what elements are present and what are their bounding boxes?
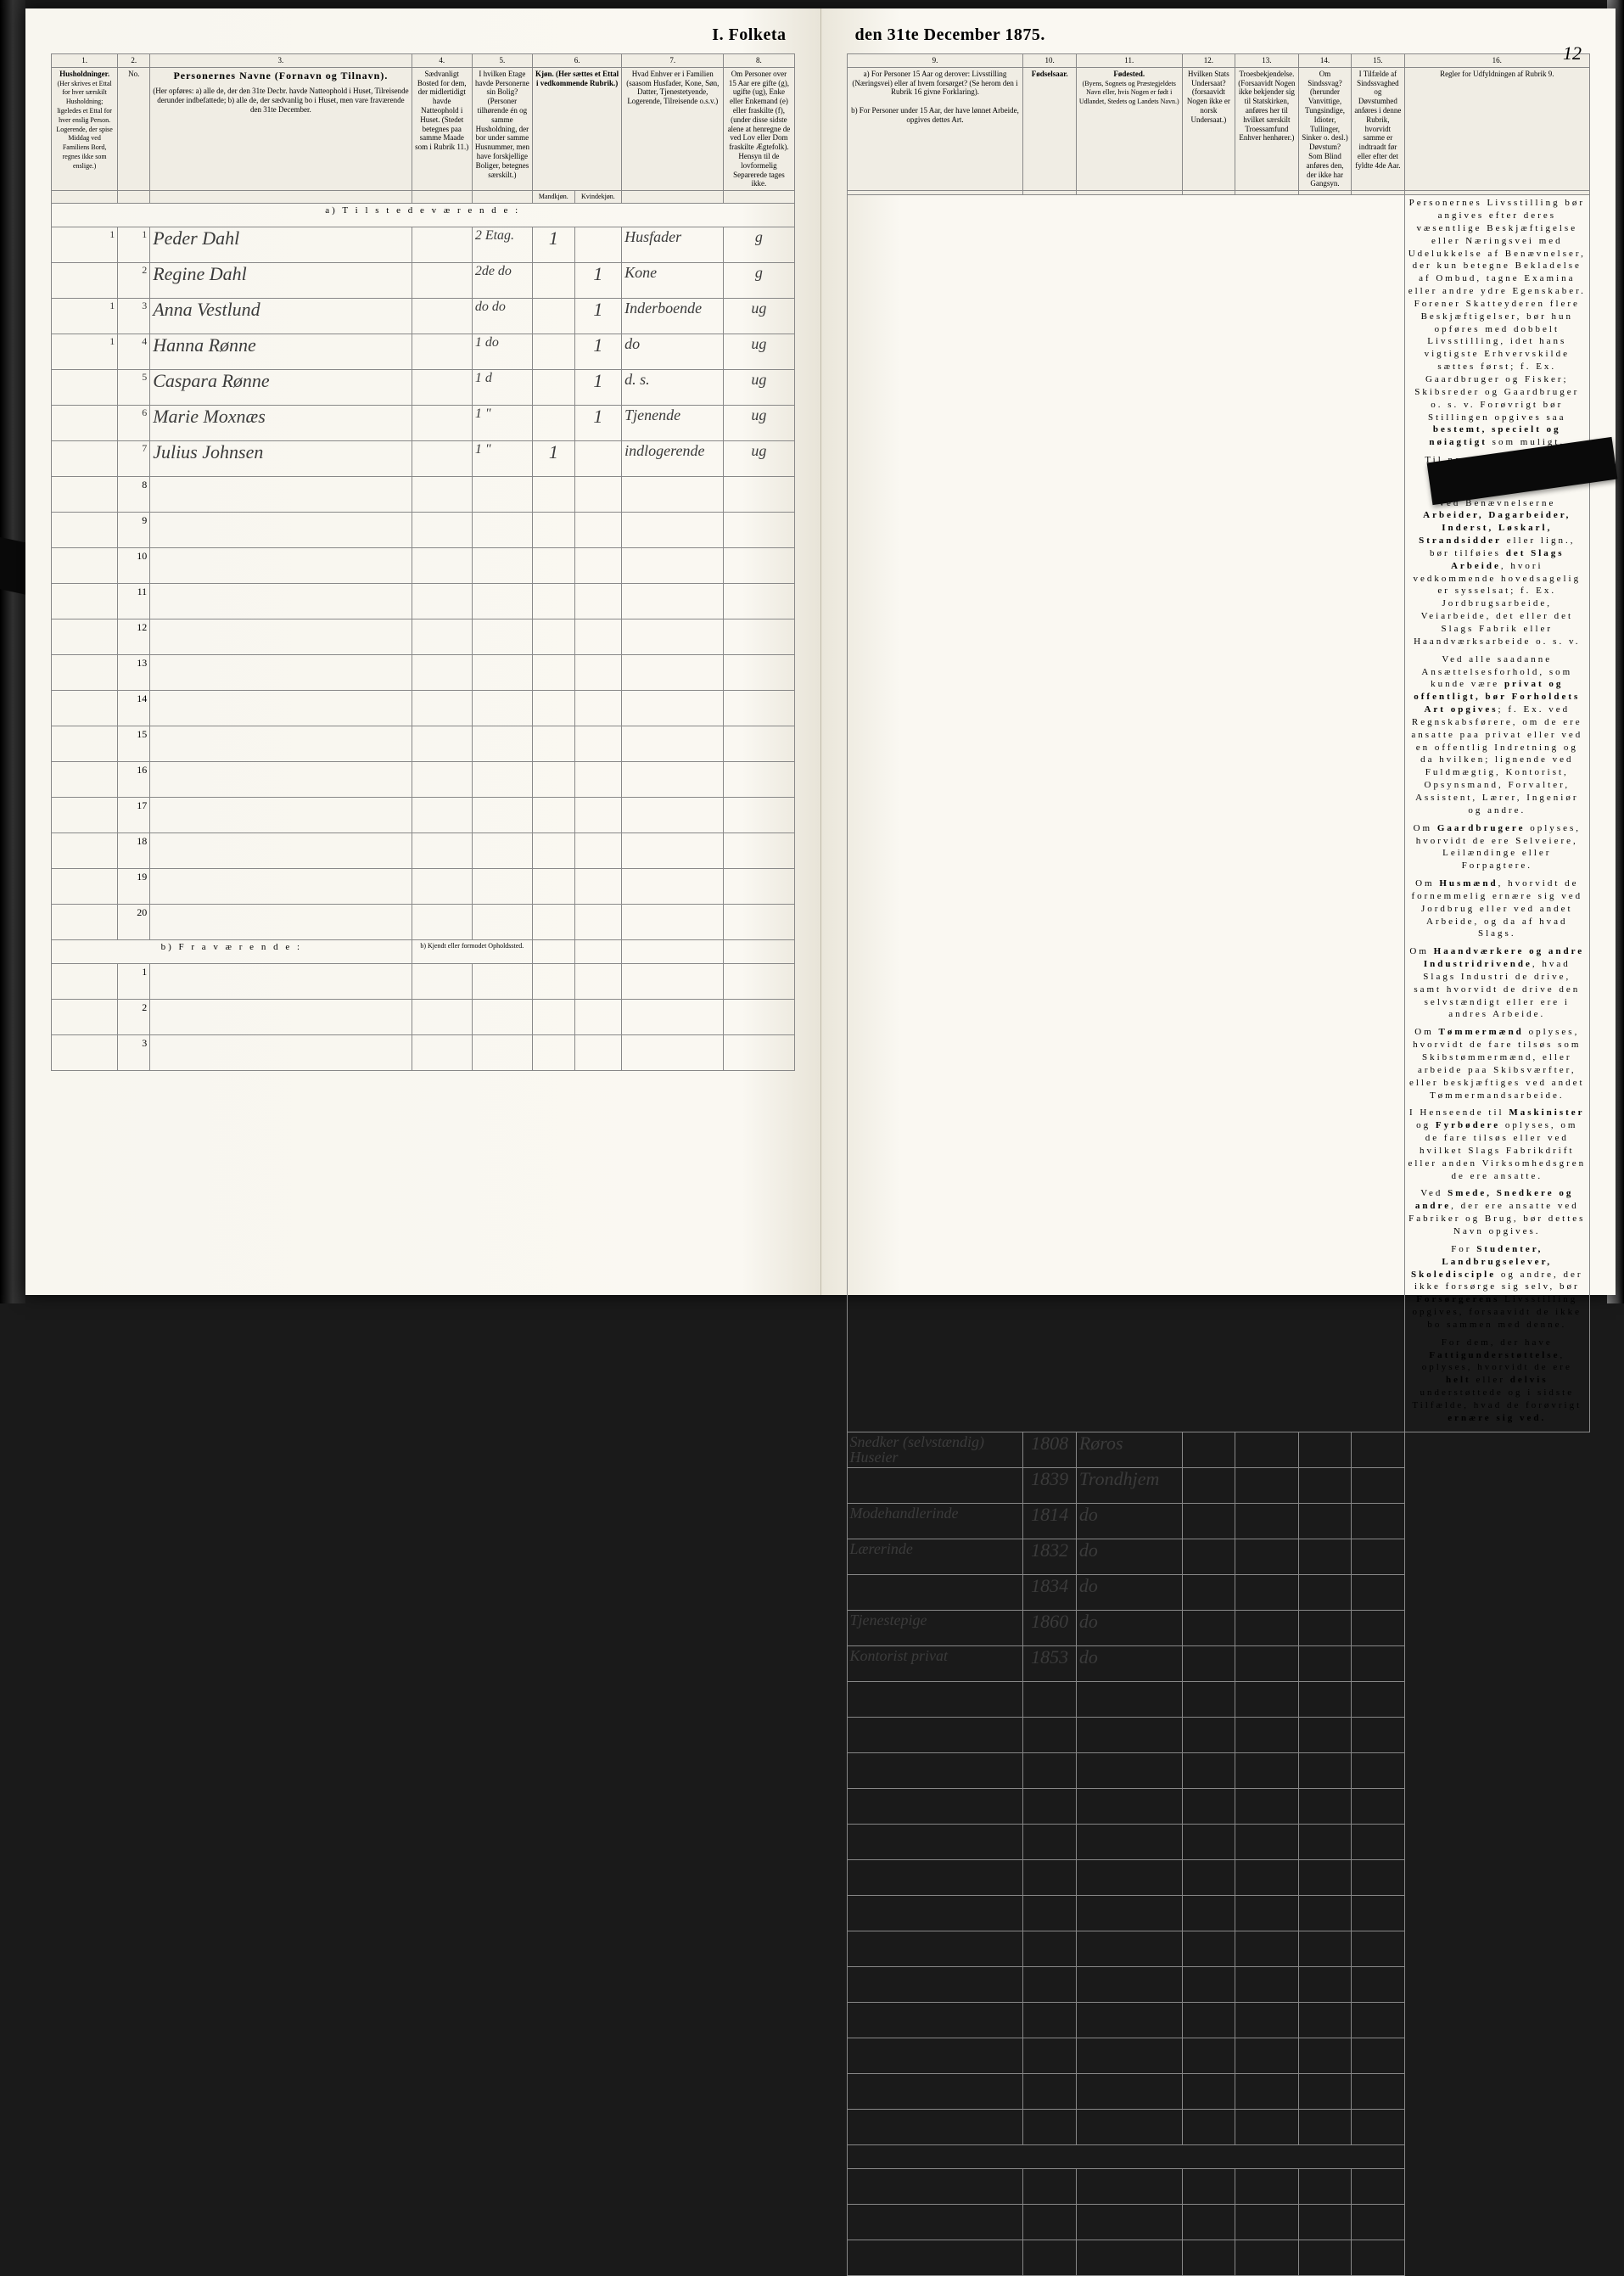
col-8-num: 8.: [724, 54, 794, 68]
table-row: 6Marie Moxnæs1 "1Tjenendeug: [52, 405, 795, 440]
col-6b: Kvindekjøn.: [574, 191, 622, 204]
right-page: den 31te December 1875. 12 9. 10. 11. 12…: [821, 8, 1616, 1295]
ledger-book: I. Folketa 1. 2. 3. 4. 5. 6. 7. 8. Husho…: [25, 8, 1616, 1295]
table-row-blank: [847, 1717, 1590, 1752]
section-present: a) T i l s t e d e v æ r e n d e :: [52, 203, 795, 227]
table-row-blank: [847, 1966, 1590, 2002]
col-1-num: 1.: [52, 54, 118, 68]
table-row-blank: [847, 2204, 1590, 2240]
absent-colnote: b) Kjendt eller formodet Opholdssted.: [412, 939, 532, 963]
table-row: 13Anna Vestlunddo do1Inderboendeug: [52, 298, 795, 334]
table-row: Modehandlerinde1814do: [847, 1503, 1590, 1539]
col-11-head: Fødested. (Byens, Sognets og Præstegjeld…: [1076, 67, 1182, 190]
section-absent: b) F r a v æ r e n d e :: [52, 939, 412, 963]
table-row-blank: 8: [52, 476, 795, 512]
col-12-num: 12.: [1182, 54, 1235, 68]
table-row-blank: [847, 1824, 1590, 1859]
table-row: 11Peder Dahl2 Etag.1Husfaderg: [52, 227, 795, 262]
table-row-blank: [847, 2240, 1590, 2275]
table-row: 1839Trondhjem: [847, 1467, 1590, 1503]
table-row: Snedker (selvstændig) Huseier1808Røros: [847, 1432, 1590, 1467]
table-row-blank: 12: [52, 619, 795, 654]
table-row-blank: 10: [52, 547, 795, 583]
table-row-blank: 9: [52, 512, 795, 547]
table-row-blank: 20: [52, 904, 795, 939]
col-12-head: Hvilken Stats Undersaat? (forsaavidt Nog…: [1182, 67, 1235, 190]
table-row: Lærerinde1832do: [847, 1539, 1590, 1574]
col-14-num: 14.: [1298, 54, 1351, 68]
table-row-blank: 2: [52, 999, 795, 1034]
col-8-head: Om Personer over 15 Aar ere gifte (g), u…: [724, 67, 794, 190]
col-5-num: 5.: [472, 54, 532, 68]
table-row-blank: [847, 1931, 1590, 1966]
col-1-head: Husholdninger. (Her skrives et Ettal for…: [52, 67, 118, 190]
col-7-num: 7.: [622, 54, 724, 68]
table-row: Kontorist privat1853do: [847, 1645, 1590, 1681]
table-row: 2Regine Dahl2de do1Koneg: [52, 262, 795, 298]
table-row-blank: [847, 1859, 1590, 1895]
table-row-blank: 16: [52, 761, 795, 797]
table-row: 1834do: [847, 1574, 1590, 1610]
col-16-head: Regler for Udfyldningen af Rubrik 9.: [1404, 67, 1589, 190]
left-page: I. Folketa 1. 2. 3. 4. 5. 6. 7. 8. Husho…: [25, 8, 821, 1295]
table-row-blank: [847, 1752, 1590, 1788]
table-row-blank: 1: [52, 963, 795, 999]
col-4-num: 4.: [412, 54, 472, 68]
table-row-blank: [847, 1788, 1590, 1824]
table-row-blank: [847, 2038, 1590, 2073]
col-10-head: Fødselsaar.: [1023, 67, 1076, 190]
table-row-blank: 13: [52, 654, 795, 690]
table-row-blank: [847, 2109, 1590, 2144]
col-5-head: I hvilken Etage havde Personerne sin Bol…: [472, 67, 532, 190]
table-row-blank: 15: [52, 726, 795, 761]
table-row-blank: [847, 2073, 1590, 2109]
page-number: 12: [1563, 42, 1582, 64]
table-row-blank: [847, 1895, 1590, 1931]
col-11-num: 11.: [1076, 54, 1182, 68]
col-2-head: No.: [118, 67, 150, 190]
table-row-blank: [847, 1681, 1590, 1717]
col-10-num: 10.: [1023, 54, 1076, 68]
table-row-blank: 19: [52, 868, 795, 904]
col-6-num: 6.: [532, 54, 621, 68]
table-row: 5Caspara Rønne1 d1d. s.ug: [52, 369, 795, 405]
col-15-head: I Tilfælde af Sindssvaghed og Døvstumhed…: [1352, 67, 1404, 190]
ledger-table-right: 9. 10. 11. 12. 13. 14. 15. 16. a) For Pe…: [847, 53, 1591, 2276]
col-9-head: a) For Personer 15 Aar og derover: Livss…: [847, 67, 1023, 190]
table-row: 14Hanna Rønne1 do1doug: [52, 334, 795, 369]
book-left-edge: [0, 0, 25, 1303]
col-13-num: 13.: [1235, 54, 1299, 68]
table-row-blank: [847, 2168, 1590, 2204]
ledger-table-left: 1. 2. 3. 4. 5. 6. 7. 8. Husholdninger. (…: [51, 53, 795, 1071]
instructions-cell: Personernes Livsstilling bør angives eft…: [1404, 195, 1589, 1432]
col-2-num: 2.: [118, 54, 150, 68]
col-15-num: 15.: [1352, 54, 1404, 68]
col-16-num: 16.: [1404, 54, 1589, 68]
col-4-head: Sædvanligt Bosted for dem, der midlertid…: [412, 67, 472, 190]
col-7-head: Hvad Enhver er i Familien (saasom Husfad…: [622, 67, 724, 190]
col-6-head: Kjøn. (Her sættes et Ettal i vedkommende…: [532, 67, 621, 190]
table-row-blank: 11: [52, 583, 795, 619]
col-3-head: Personernes Navne (Fornavn og Tilnavn). …: [150, 67, 412, 190]
table-row-blank: 14: [52, 690, 795, 726]
table-row-blank: 17: [52, 797, 795, 832]
table-row-blank: 3: [52, 1034, 795, 1070]
title-left: I. Folketa: [51, 25, 795, 45]
col-3-num: 3.: [150, 54, 412, 68]
col-14-head: Om Sindssvag? (herunder Vanvittige, Tung…: [1298, 67, 1351, 190]
col-9-num: 9.: [847, 54, 1023, 68]
table-row: Tjenestepige1860do: [847, 1610, 1590, 1645]
table-row-blank: [847, 2002, 1590, 2038]
table-row-blank: 18: [52, 832, 795, 868]
title-right: den 31te December 1875.: [847, 25, 1591, 45]
col-6a: Mandkjøn.: [532, 191, 574, 204]
table-row: 7Julius Johnsen1 "1indlogerendeug: [52, 440, 795, 476]
col-13-head: Troesbekjendelse. (Forsaavidt Nogen ikke…: [1235, 67, 1299, 190]
